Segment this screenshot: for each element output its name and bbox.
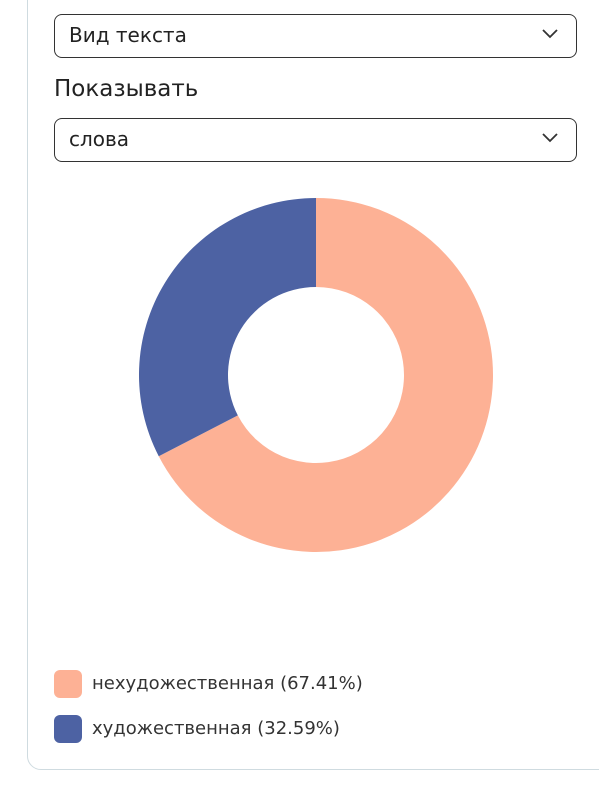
show-select[interactable]: слова <box>54 118 577 162</box>
legend-swatch <box>54 670 82 698</box>
donut-segment <box>158 198 493 552</box>
show-label: Показывать <box>54 76 199 102</box>
donut-segment <box>139 198 316 457</box>
chevron <box>542 29 558 39</box>
select-value: слова <box>69 127 130 151</box>
select-value: Вид текста <box>69 23 187 47</box>
legend-label: художественная (32.59%) <box>92 718 340 739</box>
text-type-select[interactable]: Вид текста <box>54 14 577 58</box>
chevron <box>542 133 558 143</box>
legend-swatch <box>54 715 82 743</box>
card <box>27 0 599 770</box>
legend-label: нехудожественная (67.41%) <box>92 673 363 694</box>
